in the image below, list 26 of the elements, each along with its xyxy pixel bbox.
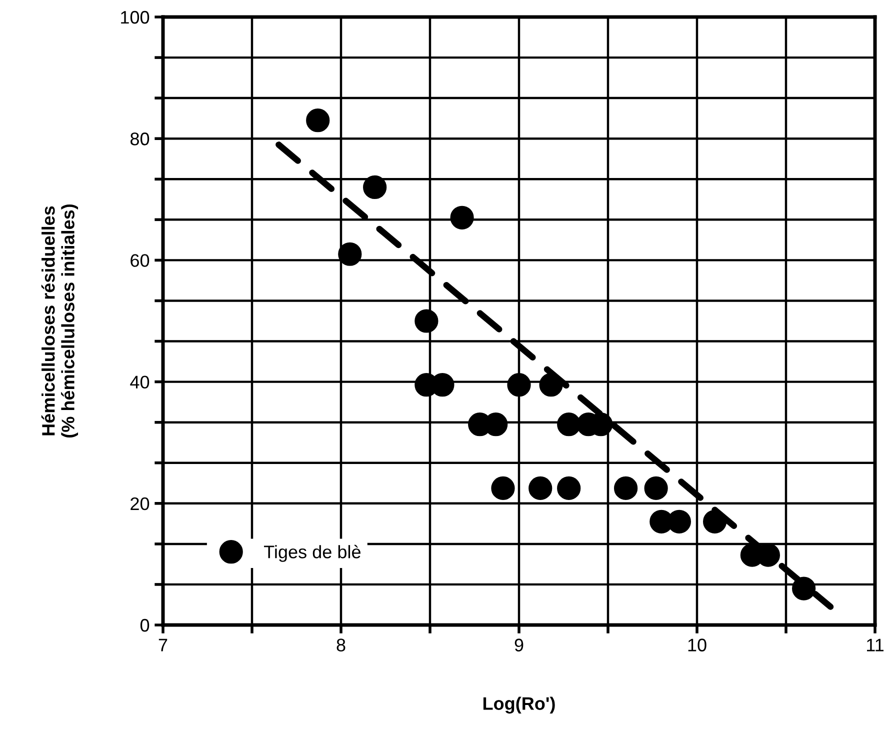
point [491,476,515,500]
point [306,108,330,132]
y-tick-label: 0 [140,618,150,632]
x-tick-label: 11 [867,638,884,652]
point [557,412,581,436]
x-tick-label: 10 [688,638,706,652]
point [507,373,531,397]
y-tick-label: 40 [130,376,150,389]
y-tick-label: 100 [121,10,150,24]
y-tick-label: 60 [130,254,150,267]
x-tick-label: 8 [336,638,346,652]
legend-label: Tiges de blè [264,544,360,562]
y-tick-label: 80 [130,132,150,146]
point [338,242,362,266]
x-tick-label: 7 [158,638,168,652]
point [363,175,387,200]
point [644,476,668,500]
point [614,476,638,500]
point [557,476,581,500]
point [414,309,438,333]
point [528,476,552,500]
y-tick-label: 20 [130,497,150,510]
x-tick-label: 9 [514,638,524,652]
x-axis-title: Log(Ro') [483,696,555,714]
y-axis-title: Hémicelluloses résiduelles (% hémicelluloses initiales) [41,204,78,438]
point [450,206,474,230]
